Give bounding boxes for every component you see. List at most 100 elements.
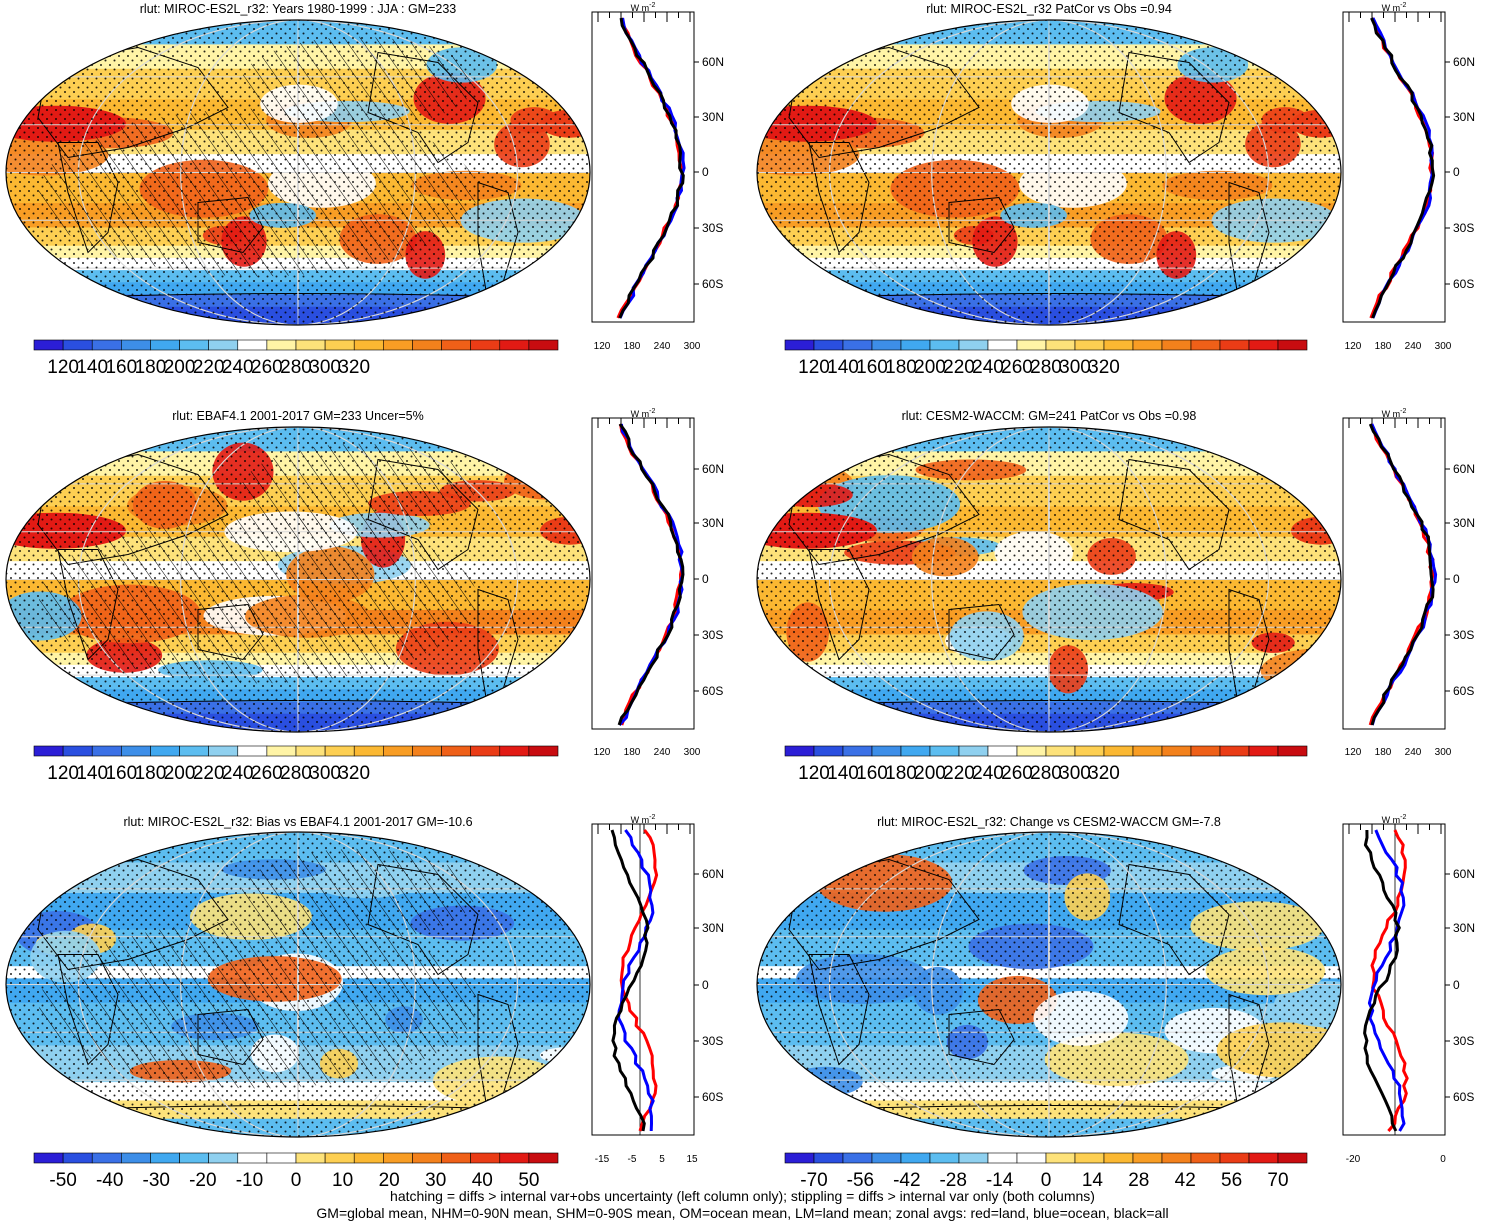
colorbar-swatch (353, 745, 384, 757)
zonal-lat-label: 0 (1453, 165, 1460, 179)
zonal-x-label: 300 (684, 341, 701, 352)
hatching (241, 36, 475, 129)
colorbar-label: 40 (472, 1170, 493, 1191)
colorbar-swatch (1248, 1152, 1279, 1164)
colorbar-label: 200 (164, 763, 196, 784)
colorbar-label: 320 (338, 763, 370, 784)
colorbar-swatch (1190, 339, 1221, 351)
colorbar-swatch (528, 339, 559, 351)
colorbar-label: 220 (943, 763, 975, 784)
colorbar-swatch (1277, 339, 1308, 351)
zonal-unit: W m-2 (631, 2, 656, 13)
zonal-lat-label: 30N (1453, 516, 1475, 530)
zonal-series-land (1368, 423, 1435, 726)
colorbar-label: 20 (379, 1170, 400, 1191)
colorbar-label: 280 (1030, 357, 1062, 378)
zonal-lat-label: 30N (702, 110, 724, 124)
panel-title: rlut: CESM2-WACCM: GM=241 PatCor vs Obs … (902, 409, 1197, 423)
zonal-unit: W m-2 (1382, 2, 1407, 13)
colorbar-swatch (929, 745, 960, 757)
colorbar-swatch (871, 1152, 902, 1164)
colorbar-swatch (499, 1152, 530, 1164)
colorbar-label: -50 (49, 1170, 76, 1191)
zonal-lat-label: 0 (1453, 978, 1460, 992)
caption-line-1: hatching = diffs > internal var+obs unce… (390, 1188, 1095, 1204)
colorbar-swatch (295, 1152, 326, 1164)
zonal-x-label: 15 (686, 1154, 698, 1165)
zonal-x-label: 300 (1435, 341, 1452, 352)
colorbar-swatch (784, 339, 815, 351)
zonal-x-label: 240 (1405, 747, 1422, 758)
zonal-series-ocean (618, 17, 686, 319)
colorbar-swatch (179, 745, 209, 757)
map-outline (756, 831, 1342, 1138)
colorbar-swatch (470, 1152, 501, 1164)
colorbar-swatch (900, 339, 931, 351)
colorbar-label: 280 (280, 357, 312, 378)
colorbar-swatch (900, 745, 931, 757)
zonal-frame (591, 823, 695, 1136)
colorbar-label: 0 (1041, 1170, 1052, 1191)
colorbar-swatch (208, 745, 239, 757)
zonal-series-all (1363, 829, 1401, 1132)
zonal-lat-label: 0 (702, 572, 709, 586)
colorbar-label: -56 (847, 1170, 874, 1191)
colorbar: -70 -56 -42 -28 -14 0 14 28 42 56 70 (784, 1152, 1308, 1191)
colorbar-swatch (1248, 745, 1279, 757)
zonal-unit: W m-2 (1382, 408, 1407, 419)
colorbar-swatch (1219, 745, 1250, 757)
zonal-x-label: 180 (1375, 341, 1392, 352)
zonal-series-land (1369, 17, 1434, 319)
colorbar-label: 300 (1059, 763, 1091, 784)
colorbar-label: 30 (425, 1170, 446, 1191)
colorbar-swatch (987, 339, 1018, 351)
zonal-panel: W m-2 60N 30N 0 30S 60S -20 0 (1342, 814, 1475, 1165)
zonal-lat-label: 60S (702, 684, 723, 698)
colorbar-swatch (62, 745, 93, 757)
zonal-x-label: -15 (595, 1154, 610, 1165)
colorbar-swatch (1132, 1152, 1163, 1164)
stippling (757, 20, 1341, 325)
colorbar-label: 320 (1088, 763, 1120, 784)
colorbar-label: 240 (222, 357, 254, 378)
zonal-series-ocean (1367, 829, 1406, 1132)
hatching (39, 108, 477, 277)
panel-4: rlut: CESM2-WACCM: GM=241 PatCor vs Obs … (756, 408, 1475, 784)
colorbar-label: 140 (76, 357, 108, 378)
colorbar-swatch (470, 339, 501, 351)
zonal-x-label: -20 (1346, 1154, 1361, 1165)
colorbar-swatch (324, 745, 355, 757)
zonal-x-label: 300 (684, 747, 701, 758)
zonal-lat-label: 0 (702, 978, 709, 992)
colorbar-swatch (813, 1152, 844, 1164)
zonal-series-land (1370, 829, 1409, 1132)
colorbar-label: -20 (189, 1170, 216, 1191)
colorbar-label: 140 (827, 763, 859, 784)
colorbar-swatch (150, 339, 180, 351)
colorbar-swatch (1277, 745, 1308, 757)
zonal-panel: W m-2 60N 30N 0 30S 60S 120 180 240 300 (591, 408, 724, 758)
colorbar-label: 220 (193, 357, 225, 378)
zonal-unit: W m-2 (1382, 814, 1407, 825)
colorbar-label: 120 (798, 357, 830, 378)
colorbar-swatch (441, 339, 471, 351)
zonal-series-all (617, 423, 685, 726)
colorbar-swatch (900, 1152, 931, 1164)
colorbar-swatch (266, 1152, 297, 1164)
zonal-frame (1342, 11, 1446, 323)
colorbar-swatch (1161, 1152, 1192, 1164)
zonal-lat-label: 30N (702, 516, 724, 530)
zonal-x-label: 180 (1375, 747, 1392, 758)
colorbar-swatch (813, 339, 844, 351)
zonal-x-label: -5 (628, 1154, 637, 1165)
zonal-x-label: 120 (1345, 747, 1362, 758)
colorbar-swatch (237, 745, 268, 757)
zonal-x-label: 120 (594, 341, 611, 352)
colorbar-label: 120 (47, 763, 79, 784)
colorbar-swatch (1132, 339, 1163, 351)
map-outline (756, 426, 1342, 733)
